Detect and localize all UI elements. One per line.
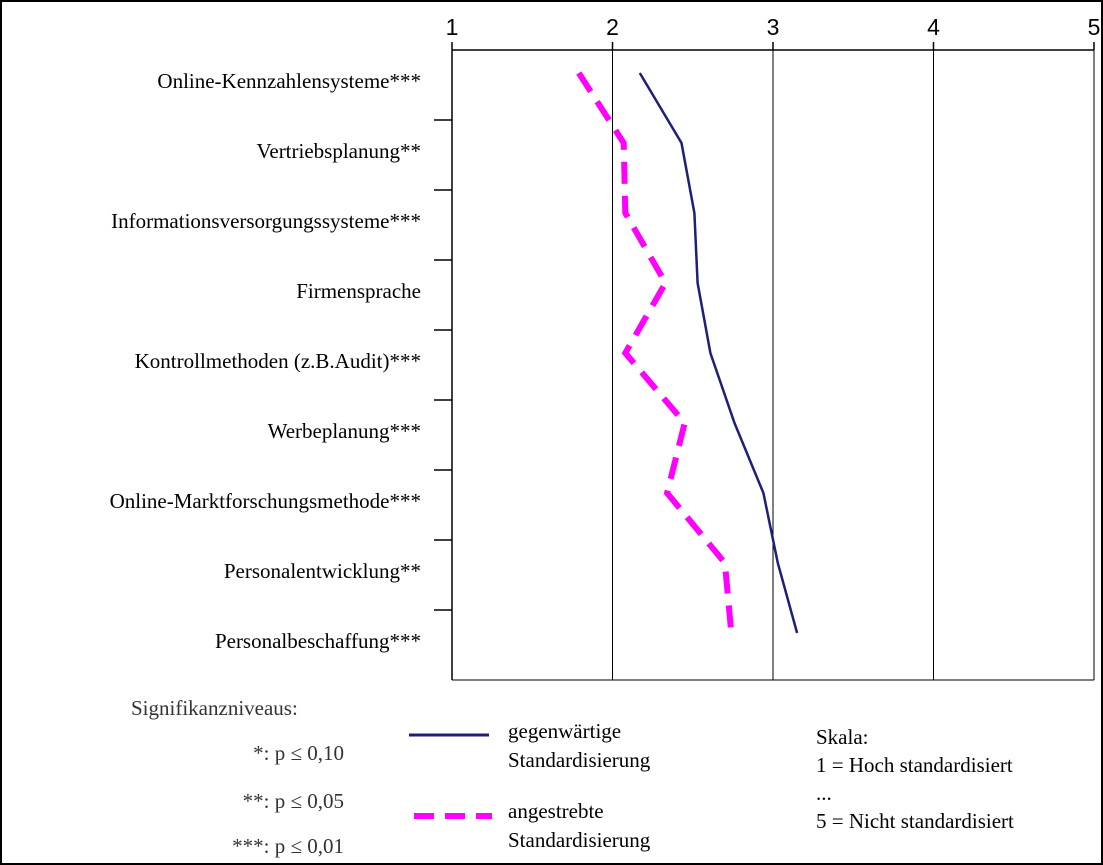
- scale-line-1: 1 = Hoch standardisiert: [816, 753, 1013, 777]
- category-label-8: Personalbeschaffung***: [215, 629, 421, 653]
- significance-level-1: *: p ≤ 0,10: [253, 741, 344, 765]
- significance-level-3: ***: p ≤ 0,01: [232, 834, 344, 858]
- category-label-7: Personalentwicklung**: [224, 559, 421, 583]
- legend-target-line2: Standardisierung: [508, 828, 651, 852]
- significance-level-2: **: p ≤ 0,05: [242, 789, 344, 813]
- x-tick-label-4: 4: [927, 14, 940, 40]
- series-line-0: [638, 72, 799, 634]
- scale-title: Skala:: [816, 725, 869, 749]
- x-tick-label-3: 3: [767, 14, 780, 40]
- scale-line-3: 5 = Nicht standardisiert: [816, 809, 1014, 833]
- category-label-0: Online-Kennzahlensysteme***: [157, 69, 421, 93]
- category-label-6: Online-Marktforschungsmethode***: [110, 489, 421, 513]
- category-label-4: Kontrollmethoden (z.B.Audit)***: [135, 349, 421, 373]
- scale-line-2: ...: [816, 781, 832, 805]
- x-tick-label-5: 5: [1088, 14, 1101, 40]
- legend-target-line1: angestrebte: [508, 799, 604, 823]
- x-tick-label-2: 2: [606, 14, 619, 40]
- category-label-1: Vertriebsplanung**: [257, 139, 421, 163]
- legend-current-line2: Standardisierung: [508, 748, 651, 772]
- significance-title: Signifikanzniveaus:: [131, 696, 298, 720]
- x-tick-label-1: 1: [446, 14, 459, 40]
- category-label-2: Informationsversorgungssysteme***: [111, 209, 421, 233]
- series-line-1: [576, 71, 735, 634]
- category-label-5: Werbeplanung***: [268, 419, 421, 443]
- legend-current-line1: gegenwärtige: [508, 719, 622, 743]
- category-label-3: Firmensprache: [296, 279, 421, 303]
